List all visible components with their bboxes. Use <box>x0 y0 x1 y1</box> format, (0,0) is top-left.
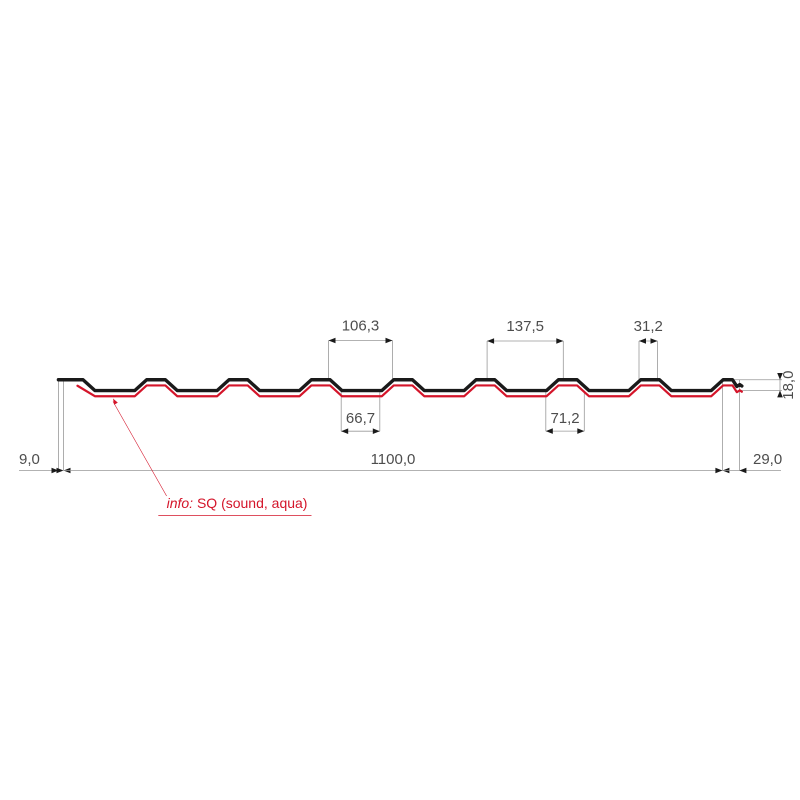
svg-text:info: SQ (sound, aqua): info: SQ (sound, aqua) <box>167 495 308 511</box>
svg-text:66,7: 66,7 <box>346 410 375 427</box>
svg-text:9,0: 9,0 <box>19 451 40 468</box>
svg-text:71,2: 71,2 <box>550 410 579 427</box>
svg-text:106,3: 106,3 <box>342 318 380 335</box>
svg-text:18,0: 18,0 <box>780 371 797 400</box>
svg-text:137,5: 137,5 <box>506 318 544 335</box>
svg-text:31,2: 31,2 <box>634 318 663 335</box>
svg-text:1100,0: 1100,0 <box>371 451 416 468</box>
svg-text:29,0: 29,0 <box>753 451 782 468</box>
